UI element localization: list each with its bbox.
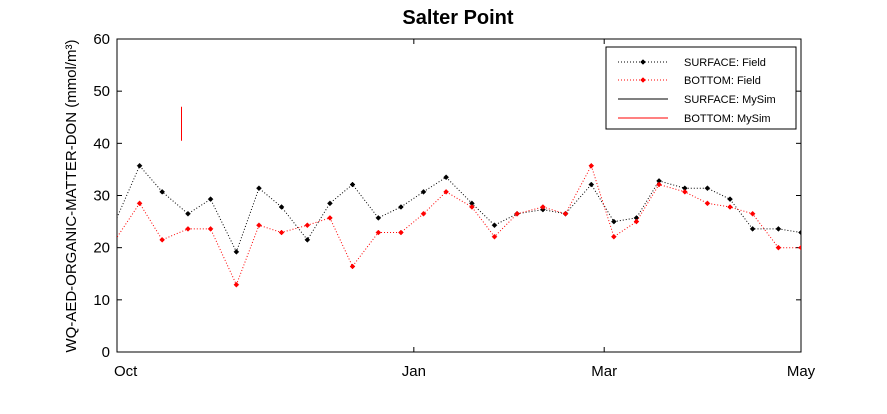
data-point	[207, 196, 214, 203]
data-point	[727, 196, 733, 203]
data-point	[375, 215, 382, 221]
data-point	[749, 226, 756, 232]
x-tick-label: Jan	[402, 363, 426, 380]
data-point	[704, 200, 711, 207]
data-point	[304, 236, 311, 243]
y-tick-label: 30	[93, 188, 110, 205]
data-point	[420, 188, 427, 195]
legend-label: BOTTOM: Field	[684, 75, 761, 87]
y-tick-label: 60	[93, 31, 110, 48]
data-point	[775, 244, 782, 251]
data-point	[256, 185, 262, 192]
series-line	[117, 164, 801, 254]
legend: SURFACE: Field BOTTOM: Field SURFACE: MySi…	[605, 46, 797, 130]
data-point	[207, 226, 214, 232]
y-axis-label: WQ-AED-ORGANIC-MATTER-DON (mmol/m³)	[63, 39, 80, 352]
data-point	[233, 248, 240, 255]
data-point	[611, 218, 617, 225]
legend-marker	[640, 77, 646, 83]
data-point	[136, 162, 143, 169]
x-tick-label: May	[787, 363, 816, 380]
data-point	[327, 200, 333, 207]
data-point	[420, 210, 427, 217]
data-point	[633, 218, 640, 225]
data-point	[611, 233, 617, 240]
legend-label: BOTTOM: MySim	[684, 113, 771, 125]
data-point	[491, 233, 498, 240]
data-point	[185, 226, 191, 232]
y-axis-ticks: 0 10 20 30 40 50 60	[93, 31, 801, 361]
data-point	[749, 210, 756, 217]
data-point	[540, 204, 546, 210]
legend-marker	[640, 59, 646, 65]
data-point	[656, 181, 662, 188]
data-point	[704, 185, 711, 192]
data-point	[443, 188, 449, 195]
data-point	[562, 210, 569, 217]
data-point	[681, 188, 688, 195]
data-point	[136, 200, 143, 207]
data-point	[469, 204, 475, 210]
data-point	[278, 229, 285, 236]
series-layer	[117, 106, 801, 288]
y-tick-label: 0	[102, 344, 110, 361]
data-point	[256, 222, 262, 229]
data-point	[304, 222, 311, 229]
data-point	[349, 263, 356, 270]
data-point	[327, 215, 333, 221]
legend-label: SURFACE: Field	[684, 57, 766, 69]
x-tick-label: Oct	[114, 363, 138, 380]
data-point	[375, 229, 382, 236]
data-point	[775, 226, 782, 232]
data-point	[349, 181, 356, 188]
data-point	[588, 181, 595, 188]
data-point	[798, 229, 801, 236]
data-point	[185, 210, 191, 217]
y-tick-label: 10	[93, 292, 110, 309]
y-tick-label: 50	[93, 83, 110, 100]
x-axis-ticks: Oct Jan Mar May	[114, 39, 816, 380]
chart-title: Salter Point	[402, 7, 513, 29]
x-tick-label: Mar	[591, 363, 617, 380]
data-point	[398, 229, 404, 236]
data-point	[798, 244, 801, 251]
data-point	[727, 204, 733, 210]
y-tick-label: 40	[93, 135, 110, 152]
data-point	[588, 162, 595, 169]
legend-label: SURFACE: MySim	[684, 94, 776, 106]
data-point	[159, 188, 166, 195]
legend-box	[605, 46, 797, 130]
y-tick-label: 20	[93, 240, 110, 257]
data-point	[159, 236, 166, 243]
data-point	[233, 281, 240, 288]
data-point	[443, 174, 449, 181]
data-point	[491, 222, 498, 229]
data-point	[278, 204, 285, 210]
data-point	[514, 210, 520, 217]
data-point	[398, 204, 404, 210]
